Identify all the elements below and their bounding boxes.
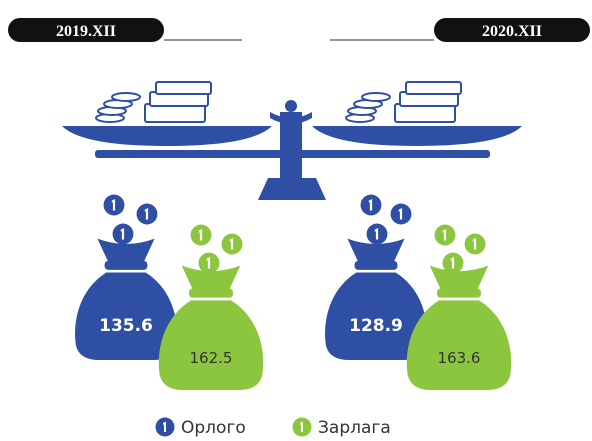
- expense-value: 163.6: [438, 349, 481, 367]
- legend-swatch: [292, 417, 312, 437]
- legend-label: Зарлага: [318, 418, 391, 438]
- income-coins: [103, 194, 158, 245]
- expense-coins: [434, 224, 486, 274]
- scale-icon: [62, 81, 522, 200]
- period-pill: [434, 18, 590, 42]
- expense-value: 162.5: [190, 349, 233, 367]
- legend-label: Орлого: [181, 418, 246, 438]
- income-value: 128.9: [349, 316, 403, 336]
- expense-bag: [158, 265, 264, 390]
- expense-coins: [190, 224, 243, 274]
- period-pill: [8, 18, 164, 42]
- legend-swatch: [155, 417, 175, 437]
- expense-bag: [406, 265, 512, 390]
- income-value: 135.6: [99, 316, 153, 336]
- period-label: 2019.XII: [56, 23, 116, 40]
- period-label: 2020.XII: [482, 23, 542, 40]
- income-coins: [360, 194, 412, 245]
